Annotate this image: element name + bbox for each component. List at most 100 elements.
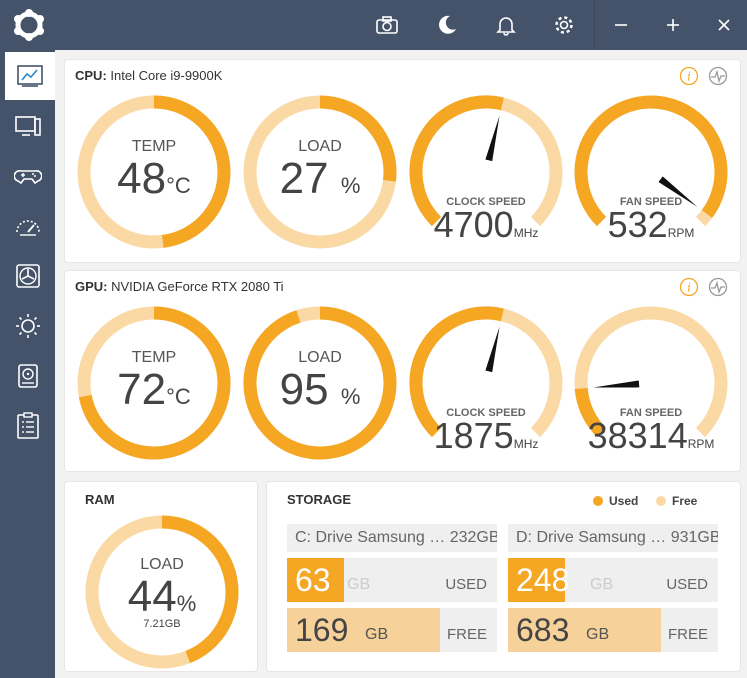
cpu-clock-label: CLOCK SPEED bbox=[446, 196, 526, 208]
dashboard-icon bbox=[17, 65, 43, 87]
svg-text:i: i bbox=[687, 281, 691, 295]
app-logo[interactable] bbox=[12, 8, 46, 42]
drive-c-free-value: 169 bbox=[295, 612, 349, 648]
drive-c-used-unit: GB bbox=[347, 576, 371, 593]
ram-load-label: LOAD bbox=[140, 556, 184, 573]
dial-fill bbox=[409, 95, 504, 227]
ring-fill bbox=[161, 515, 239, 664]
gpu-card: GPU: NVIDIA GeForce RTX 2080 Ti i TEMP 7… bbox=[64, 270, 741, 472]
gamepad-icon bbox=[13, 169, 42, 185]
pulse-icon[interactable] bbox=[708, 277, 728, 297]
dial-fill bbox=[574, 95, 728, 227]
gpu-clock-dial bbox=[409, 306, 563, 438]
sidebar-item-storage[interactable] bbox=[0, 352, 55, 400]
gpu-title: GPU: NVIDIA GeForce RTX 2080 Ti bbox=[75, 279, 284, 294]
drive-d-free-fill bbox=[508, 608, 662, 652]
gpu-temp-value: 72°C bbox=[117, 365, 191, 414]
pulse-icon[interactable] bbox=[708, 66, 728, 86]
checklist-icon bbox=[16, 412, 39, 439]
sidebar-item-fan[interactable] bbox=[0, 252, 55, 300]
dial-track bbox=[574, 306, 728, 438]
drive-d-free-row: 683 GB FREE bbox=[508, 608, 718, 652]
drive-c-used-fill bbox=[287, 558, 344, 602]
info-icon[interactable]: i bbox=[679, 277, 699, 297]
title-bar bbox=[0, 0, 747, 50]
cpu-clock-value: 4700MHz bbox=[433, 204, 539, 245]
drive-c-used-value: 63 bbox=[295, 562, 331, 598]
cpu-title: CPU: Intel Core i9-9900K bbox=[75, 68, 223, 83]
gpu-fan-dial bbox=[574, 306, 728, 438]
cpu-fan-gauge: FAN SPEED 532RPM bbox=[573, 94, 729, 250]
cpu-load-label: LOAD bbox=[298, 138, 342, 155]
ring-fill bbox=[243, 306, 397, 460]
cpu-temp-value: 48°C bbox=[117, 154, 191, 203]
drive-d-used-value: 248 bbox=[516, 562, 570, 598]
drive-c-name: C: Drive Samsung … 232GB bbox=[287, 524, 497, 552]
dial-fill bbox=[409, 306, 504, 438]
cpu-load-value: 27 % bbox=[279, 154, 361, 203]
gpu-load-ring bbox=[243, 306, 397, 460]
cpu-fan-dial bbox=[574, 95, 728, 227]
ram-title: RAM bbox=[85, 492, 115, 507]
sidebar-item-tasks[interactable] bbox=[0, 402, 55, 450]
ram-load-gauge: LOAD 44% 7.21GB bbox=[84, 514, 240, 670]
svg-text:i: i bbox=[687, 70, 691, 84]
close-icon[interactable] bbox=[703, 0, 745, 50]
ram-load-ring bbox=[85, 515, 239, 669]
sidebar-item-lighting[interactable] bbox=[0, 302, 55, 350]
fan-icon bbox=[15, 264, 40, 288]
gpu-temp-label: TEMP bbox=[131, 349, 177, 366]
gpu-clock-gauge: CLOCK SPEED 1875MHz bbox=[408, 305, 564, 461]
dial-fill bbox=[574, 387, 607, 438]
ram-load-value: 44% bbox=[127, 572, 197, 621]
cpu-fan-value: 532RPM bbox=[607, 204, 695, 245]
gpu-clock-value: 1875MHz bbox=[433, 415, 539, 456]
sidebar bbox=[0, 50, 55, 678]
gpu-temp-ring bbox=[77, 306, 231, 460]
drive-d-free-tag: FREE bbox=[667, 626, 708, 643]
ring-fill bbox=[78, 306, 231, 460]
drive-d-used-fill bbox=[508, 558, 565, 602]
legend-used: Used bbox=[593, 494, 638, 508]
moon-icon[interactable] bbox=[430, 0, 464, 50]
gpu-load-gauge: LOAD 95 % bbox=[242, 305, 398, 461]
drive-c-used-row: 63 GB USED bbox=[287, 558, 497, 602]
sidebar-item-gaming[interactable] bbox=[0, 152, 55, 200]
gpu-load-value: 95 % bbox=[279, 365, 361, 414]
dial-needle bbox=[485, 326, 500, 373]
storage-title: STORAGE bbox=[287, 492, 352, 507]
drive-d-name: D: Drive Samsung … 931GB bbox=[508, 524, 718, 552]
minimize-icon[interactable] bbox=[600, 0, 642, 50]
gear-icon[interactable] bbox=[547, 0, 581, 50]
gpu-fan-label: FAN SPEED bbox=[619, 407, 683, 419]
dial-needle bbox=[658, 176, 698, 207]
gpu-load-label: LOAD bbox=[298, 349, 342, 366]
gpu-clock-label: CLOCK SPEED bbox=[446, 407, 526, 419]
ring-fill bbox=[319, 95, 397, 182]
cpu-clock-gauge: CLOCK SPEED 4700MHz bbox=[408, 94, 564, 250]
gpu-fan-value: 38314RPM bbox=[587, 415, 715, 456]
sidebar-item-performance[interactable] bbox=[0, 202, 55, 250]
cpu-clock-dial bbox=[409, 95, 563, 227]
drive-c-used-tag: USED bbox=[445, 576, 487, 593]
storage-icon bbox=[17, 364, 38, 388]
camera-icon[interactable] bbox=[370, 0, 404, 50]
drive-d-free-unit: GB bbox=[586, 626, 610, 643]
drive-d-used-row: 248 GB USED bbox=[508, 558, 718, 602]
drive-c-free-fill bbox=[287, 608, 441, 652]
bell-icon[interactable] bbox=[489, 0, 523, 50]
cpu-fan-label: FAN SPEED bbox=[619, 196, 683, 208]
sidebar-item-monitor[interactable] bbox=[0, 102, 55, 150]
drive-c-free-tag: FREE bbox=[446, 626, 487, 643]
maximize-icon[interactable] bbox=[652, 0, 694, 50]
gpu-temp-gauge: TEMP 72°C bbox=[76, 305, 232, 461]
info-icon[interactable]: i bbox=[679, 66, 699, 86]
drive-d-used-unit: GB bbox=[590, 576, 614, 593]
cpu-temp-ring bbox=[77, 95, 231, 249]
sidebar-item-dashboard[interactable] bbox=[5, 52, 55, 100]
legend-free: Free bbox=[656, 494, 697, 508]
drive-d-free-value: 683 bbox=[516, 612, 570, 648]
monitor-icon bbox=[14, 116, 41, 136]
free-dot bbox=[656, 496, 666, 506]
brightness-icon bbox=[15, 314, 40, 338]
